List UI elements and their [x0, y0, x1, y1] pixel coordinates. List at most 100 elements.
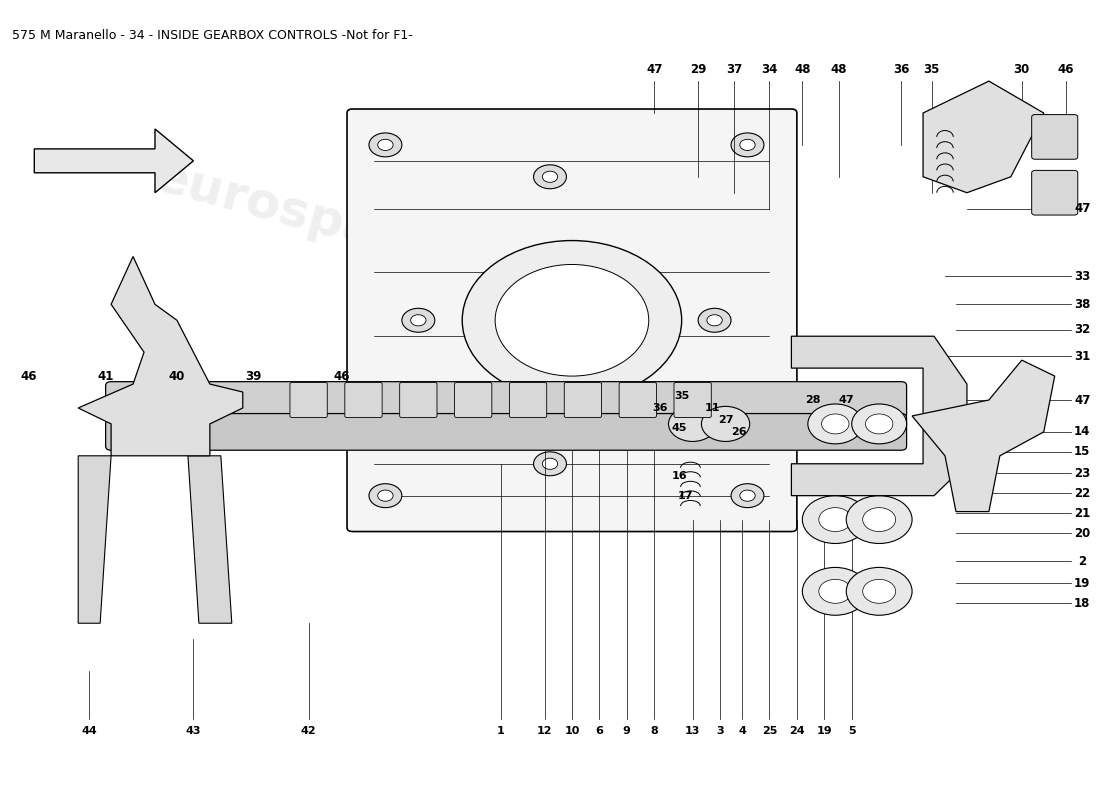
Circle shape [410, 314, 426, 326]
Text: 29: 29 [690, 62, 706, 76]
Circle shape [862, 579, 895, 603]
Circle shape [542, 171, 558, 182]
Circle shape [462, 241, 682, 400]
Text: 23: 23 [1074, 467, 1090, 480]
Circle shape [822, 414, 849, 434]
Text: 2: 2 [1078, 554, 1086, 567]
Text: 47: 47 [838, 395, 854, 405]
Circle shape [846, 567, 912, 615]
Polygon shape [791, 336, 967, 496]
Circle shape [534, 165, 566, 189]
Circle shape [542, 458, 558, 470]
Text: 31: 31 [1074, 350, 1090, 362]
Circle shape [707, 314, 723, 326]
Text: 48: 48 [830, 62, 847, 76]
Text: 6: 6 [595, 726, 603, 736]
Text: 9: 9 [623, 726, 630, 736]
Circle shape [368, 484, 402, 508]
Text: 16: 16 [672, 470, 688, 481]
Text: 35: 35 [924, 62, 940, 76]
Text: 43: 43 [186, 726, 201, 736]
Text: 39: 39 [245, 370, 262, 382]
Text: 41: 41 [98, 370, 113, 382]
Text: 11: 11 [705, 403, 720, 413]
Text: 10: 10 [564, 726, 580, 736]
Circle shape [862, 508, 895, 531]
Text: 8: 8 [650, 726, 658, 736]
Text: 25: 25 [762, 726, 777, 736]
Circle shape [807, 404, 862, 444]
Circle shape [732, 133, 764, 157]
Text: 12: 12 [537, 726, 552, 736]
Text: 4: 4 [738, 726, 746, 736]
Circle shape [732, 484, 764, 508]
Text: 575 M Maranello - 34 - INSIDE GEARBOX CONTROLS -Not for F1-: 575 M Maranello - 34 - INSIDE GEARBOX CO… [12, 30, 414, 42]
Polygon shape [188, 456, 232, 623]
Text: 19: 19 [1074, 577, 1090, 590]
FancyBboxPatch shape [1032, 170, 1078, 215]
Text: 24: 24 [789, 726, 805, 736]
Text: 40: 40 [168, 370, 185, 382]
Circle shape [866, 414, 893, 434]
FancyBboxPatch shape [454, 382, 492, 418]
Polygon shape [34, 129, 194, 193]
Text: 22: 22 [1074, 486, 1090, 500]
Polygon shape [78, 456, 111, 623]
FancyBboxPatch shape [346, 109, 796, 531]
Text: 38: 38 [1074, 298, 1090, 311]
Text: eurospares: eurospares [478, 415, 796, 544]
Text: 14: 14 [1074, 426, 1090, 438]
FancyBboxPatch shape [619, 382, 657, 418]
FancyBboxPatch shape [344, 382, 382, 418]
Text: 26: 26 [730, 427, 747, 437]
Circle shape [851, 404, 906, 444]
Circle shape [802, 567, 868, 615]
Circle shape [818, 508, 851, 531]
Circle shape [377, 139, 393, 150]
Text: 19: 19 [816, 726, 832, 736]
Text: eurospares: eurospares [150, 153, 468, 281]
Text: 46: 46 [1057, 62, 1074, 76]
Text: 36: 36 [652, 403, 668, 413]
Text: 32: 32 [1074, 323, 1090, 336]
Text: 36: 36 [893, 62, 910, 76]
Circle shape [368, 133, 402, 157]
Text: 13: 13 [685, 726, 701, 736]
Text: 28: 28 [805, 395, 821, 405]
Circle shape [495, 265, 649, 376]
Text: 27: 27 [718, 415, 734, 425]
Circle shape [802, 496, 868, 543]
Text: 46: 46 [333, 370, 350, 382]
FancyBboxPatch shape [290, 382, 328, 418]
Polygon shape [912, 360, 1055, 512]
Text: 47: 47 [1074, 394, 1090, 406]
Circle shape [698, 308, 732, 332]
Circle shape [534, 452, 566, 476]
Text: 46: 46 [21, 370, 37, 382]
Text: 47: 47 [1074, 202, 1090, 215]
FancyBboxPatch shape [106, 382, 906, 418]
Text: 30: 30 [1014, 62, 1030, 76]
Polygon shape [78, 257, 243, 456]
Circle shape [702, 406, 750, 442]
FancyBboxPatch shape [564, 382, 602, 418]
Text: 35: 35 [674, 391, 690, 401]
Text: 15: 15 [1074, 446, 1090, 458]
Text: 37: 37 [726, 62, 742, 76]
Text: 45: 45 [672, 423, 688, 433]
Text: 48: 48 [794, 62, 811, 76]
Text: 1: 1 [497, 726, 505, 736]
Circle shape [669, 406, 717, 442]
Circle shape [846, 496, 912, 543]
Circle shape [740, 490, 756, 502]
Text: 17: 17 [678, 490, 693, 501]
Text: 21: 21 [1074, 506, 1090, 520]
Circle shape [377, 490, 393, 502]
FancyBboxPatch shape [106, 414, 906, 450]
Text: 44: 44 [81, 726, 97, 736]
FancyBboxPatch shape [399, 382, 437, 418]
Text: 42: 42 [300, 726, 317, 736]
Circle shape [402, 308, 434, 332]
FancyBboxPatch shape [1032, 114, 1078, 159]
Text: 34: 34 [761, 62, 778, 76]
